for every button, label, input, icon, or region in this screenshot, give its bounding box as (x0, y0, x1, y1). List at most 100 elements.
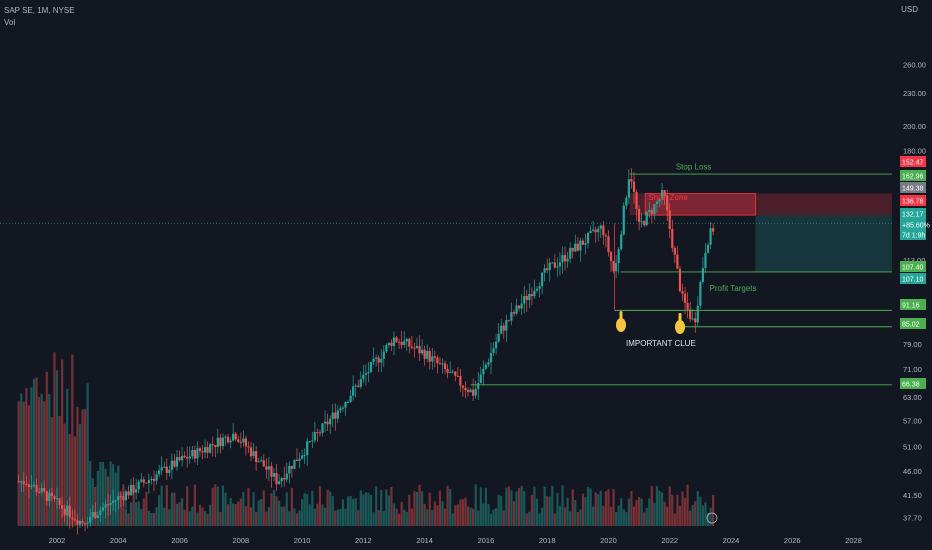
candle-body (635, 192, 638, 209)
pointing-hand-icon-2 (675, 313, 685, 334)
volume-bar (32, 378, 36, 526)
candle-body (604, 235, 608, 237)
volume-bar (691, 504, 694, 526)
candle-body (576, 243, 579, 251)
volume-bar (599, 490, 602, 526)
candle-body (89, 516, 92, 523)
volume-bar (712, 494, 715, 526)
x-tick-label: 2024 (723, 536, 740, 545)
candle-body (474, 388, 477, 396)
candle-body (607, 236, 610, 253)
volume-bar (303, 493, 306, 526)
volume-bar (180, 498, 184, 526)
volume-bar (119, 492, 122, 526)
price-label-bg (900, 219, 926, 230)
candle-body (500, 325, 503, 334)
candle-body (502, 325, 505, 331)
volume-bar (175, 503, 179, 526)
candle-body (512, 312, 516, 314)
candle-body (495, 341, 498, 349)
volume-bar (364, 492, 368, 526)
candle-body (599, 225, 602, 229)
candle-body (558, 262, 562, 267)
volume-bar (528, 511, 531, 526)
candle-body (91, 512, 94, 517)
drawing-zones (629, 193, 892, 272)
volume-bar (615, 511, 618, 526)
volume-bar (109, 461, 112, 526)
volume-bar (369, 494, 373, 526)
volume-bar (699, 496, 702, 526)
candle-body (449, 372, 452, 374)
volume-bar (502, 510, 505, 526)
volume-bar (140, 509, 143, 526)
candle-body (443, 363, 447, 370)
volume-bar (589, 488, 592, 526)
volume-bar (637, 497, 641, 526)
candle-body (339, 408, 342, 411)
candle-body (609, 252, 613, 261)
y-tick-label: 71.00 (903, 365, 922, 374)
price-label: 91.16 (900, 299, 926, 310)
candle-body (293, 459, 296, 469)
candle-body (155, 474, 158, 481)
price-label: 107.10 (900, 273, 926, 284)
volume-bar (650, 486, 653, 526)
volume-bar (663, 501, 666, 526)
volume-bar (668, 486, 671, 526)
volume-bar (168, 509, 171, 526)
volume-bar (385, 489, 388, 526)
volume-bar (362, 494, 365, 526)
candle-body (436, 357, 439, 364)
volume-bar (581, 493, 585, 526)
volume-bar (627, 498, 630, 526)
price-label-text: +85.60% (902, 223, 930, 230)
volume-bar (410, 508, 413, 526)
candle-body (349, 395, 352, 402)
candle-body (469, 389, 472, 393)
volume-bar (398, 513, 401, 526)
candle-body (224, 436, 227, 438)
volume-bar (43, 401, 46, 526)
volume-bar (283, 506, 286, 526)
volume-bar (535, 498, 539, 526)
volume-bar (341, 499, 345, 526)
volume-bar (298, 510, 301, 526)
candle-body (479, 374, 482, 384)
volume-bar (132, 491, 135, 526)
candle-body (334, 412, 337, 419)
candle-body (336, 410, 339, 419)
candle-body (459, 375, 462, 386)
candle-body (515, 305, 518, 314)
volume-bar (579, 509, 582, 526)
drawing-lines (0, 173, 892, 386)
volume-bar (232, 503, 235, 526)
volume-bar (145, 491, 148, 526)
volume-bar (135, 502, 138, 526)
volume-bar (186, 486, 189, 526)
volume-bar (507, 486, 510, 526)
volume-bar (160, 485, 163, 526)
candle-body (201, 451, 204, 453)
volume-bar (510, 490, 513, 526)
candle-body (451, 371, 454, 373)
price-label: +85.60% (900, 219, 930, 230)
volume-bar (321, 504, 324, 526)
volume-bar (676, 494, 679, 526)
candle-body (38, 491, 41, 493)
candle-body (640, 221, 643, 223)
candle-body (275, 473, 278, 485)
candle-body (247, 446, 250, 448)
candle-body (464, 387, 467, 391)
price-label-bg (900, 170, 926, 181)
volume-bar (288, 511, 291, 526)
volume-bar (446, 485, 449, 526)
candle-body (61, 504, 64, 509)
volume-bar (694, 501, 697, 526)
volume-bar (306, 494, 309, 526)
candle-body (112, 500, 115, 503)
candle-body (262, 460, 265, 467)
volume-bar (147, 510, 151, 526)
volume-bar (48, 394, 51, 526)
